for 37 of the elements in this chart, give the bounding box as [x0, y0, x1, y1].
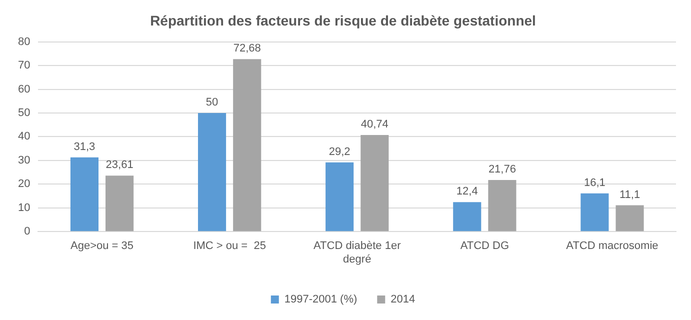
x-tick-label: ATCD DG	[460, 240, 510, 252]
y-tick-label: 70	[18, 60, 30, 72]
data-label: 12,4	[456, 186, 478, 198]
x-tick-label: IMC > ou = 25	[193, 240, 266, 252]
y-tick-label: 30	[18, 154, 30, 166]
bar	[616, 205, 644, 232]
bar	[106, 176, 134, 232]
y-tick-label: 40	[18, 130, 30, 143]
x-tick-label: Age>ou = 35	[70, 240, 134, 252]
data-label: 31,3	[74, 140, 96, 153]
y-tick-label: 0	[24, 226, 30, 238]
x-tick-label: ATCD diabète 1er degré	[314, 240, 402, 266]
legend-label: 2014	[390, 294, 416, 306]
data-label: 11,1	[619, 188, 640, 201]
x-tick-label: ATCD macrosomie	[566, 240, 658, 252]
bar	[360, 134, 389, 232]
data-label: 16,1	[584, 176, 606, 189]
y-tick-label: 10	[18, 202, 30, 214]
bar	[198, 112, 226, 232]
data-label: 72,68	[233, 42, 261, 55]
data-label: 23,61	[106, 159, 134, 172]
y-tick-label: 60	[18, 83, 30, 96]
legend-label: 1997-2001 (%)	[284, 294, 358, 306]
data-label: 21,76	[488, 164, 516, 176]
bar	[580, 193, 609, 232]
y-tick-label: 20	[18, 178, 30, 190]
bar	[488, 180, 516, 232]
chart-title: Répartition des facteurs de risque de diabète gestationnel	[150, 12, 536, 28]
y-tick-label: 80	[18, 36, 30, 48]
data-label: 40,74	[360, 118, 388, 130]
bar	[453, 202, 482, 232]
bar	[70, 157, 99, 232]
y-tick-label: 50	[18, 107, 30, 120]
data-label: 50	[206, 96, 218, 109]
bar	[326, 162, 354, 232]
bar	[233, 59, 262, 232]
data-label: 29,2	[328, 146, 350, 158]
